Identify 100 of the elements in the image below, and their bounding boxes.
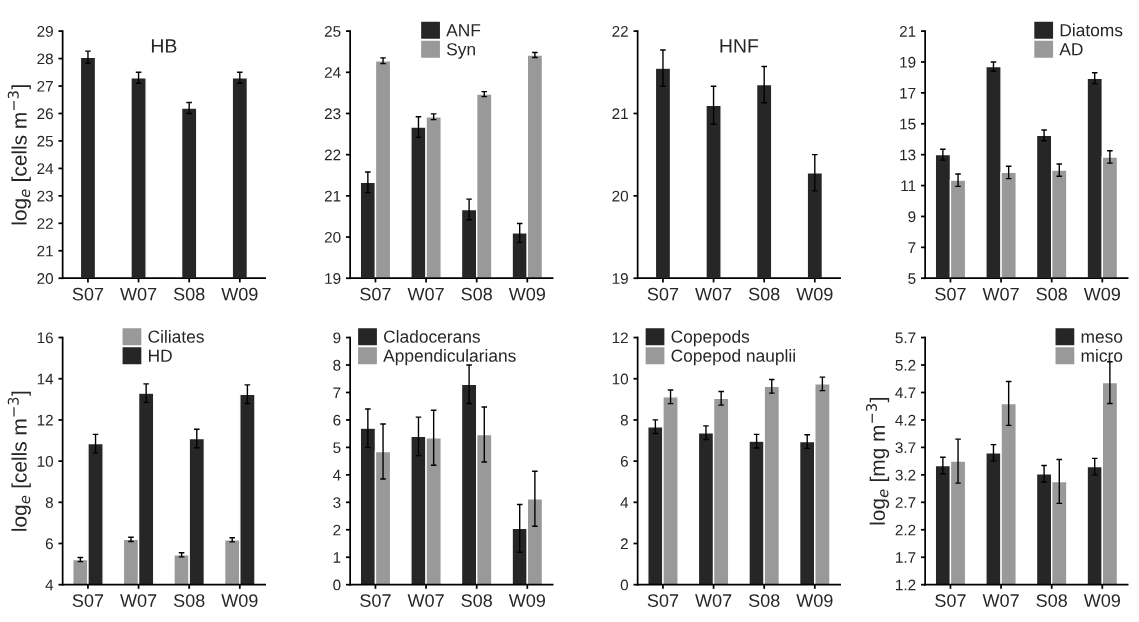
x-tick-label: W09 xyxy=(221,287,258,301)
y-tick-label: 21 xyxy=(324,190,341,202)
y-tick-label: 5.2 xyxy=(895,359,916,371)
y-tick-label: 2.2 xyxy=(895,524,916,536)
y-tick-label: 20 xyxy=(37,273,54,284)
y-tick-label: 0 xyxy=(620,579,629,591)
y-tick-label: 9 xyxy=(333,332,341,344)
y-tick-label: 7 xyxy=(333,387,341,398)
y-tick-label: 28 xyxy=(37,53,53,65)
y-tick-label: 17 xyxy=(900,87,916,99)
x-tick-label: W09 xyxy=(508,594,546,607)
x-tick-label: S07 xyxy=(935,287,966,301)
y-tick-label: 3 xyxy=(333,497,341,508)
x-tick-label: S08 xyxy=(1036,287,1067,301)
y-tick-label: 21 xyxy=(899,25,916,37)
y-tick-label: 7 xyxy=(908,242,916,253)
y-tick-label: 21 xyxy=(612,108,628,120)
y-tick-label: 27 xyxy=(37,80,53,92)
x-tick-label: W07 xyxy=(407,594,444,607)
y-tick-label: 11 xyxy=(901,180,916,192)
legend-label: AD xyxy=(1059,43,1083,56)
x-tick-label: W09 xyxy=(796,594,833,607)
y-tick-label: 22 xyxy=(324,149,341,161)
legend-label: micro xyxy=(1081,349,1123,362)
y-tick-label: 5 xyxy=(908,273,916,284)
y-tick-label: 25 xyxy=(324,25,341,37)
y-tick-label: 4.7 xyxy=(895,387,916,398)
y-tick-label: 1.7 xyxy=(896,552,916,563)
x-tick-label: S08 xyxy=(1036,594,1067,607)
x-tick-label: S07 xyxy=(647,287,679,301)
y-tick-label: 19 xyxy=(900,56,916,68)
y-tick-label: 1.2 xyxy=(896,579,916,591)
x-tick-label: S08 xyxy=(748,594,780,607)
y-tick-label: 20 xyxy=(612,190,629,202)
legend-label: meso xyxy=(1081,333,1123,343)
y-axis-title: log$_{e}$ [cells m$^{−3}$] xyxy=(7,85,31,225)
y-tick-label: 26 xyxy=(37,108,53,120)
y-tick-label: 10 xyxy=(37,455,54,467)
y-tick-label: 12 xyxy=(37,414,53,426)
x-tick-label: S07 xyxy=(935,594,966,607)
legend-label: Ciliates xyxy=(148,330,204,343)
legend-label: Appendicularians xyxy=(383,349,516,366)
x-tick-label: W07 xyxy=(982,594,1019,607)
y-tick-label: 29 xyxy=(37,25,53,37)
y-tick-label: 19 xyxy=(325,273,341,284)
x-tick-label: W07 xyxy=(120,287,157,301)
y-tick-label: 5.7 xyxy=(895,332,916,344)
y-tick-label: 16 xyxy=(37,332,53,344)
x-tick-label: S07 xyxy=(72,594,104,607)
y-tick-label: 9 xyxy=(908,211,916,223)
x-tick-label: W09 xyxy=(1083,594,1121,607)
y-tick-label: 2 xyxy=(333,524,341,536)
x-tick-label: W09 xyxy=(221,594,258,607)
legend-label: Diatoms xyxy=(1060,23,1123,37)
y-tick-label: 4 xyxy=(620,497,629,508)
legend-label: Copepods xyxy=(671,330,750,347)
y-tick-label: 0 xyxy=(333,579,341,591)
x-tick-label: W09 xyxy=(796,287,833,301)
x-tick-label: S07 xyxy=(360,594,391,607)
legend-label: Cladocerans xyxy=(384,330,480,343)
legend-label: Copepod nauplii xyxy=(671,349,795,366)
y-tick-label: 5 xyxy=(333,442,341,454)
x-tick-label: W09 xyxy=(1083,287,1121,301)
x-tick-label: W07 xyxy=(695,594,732,607)
y-tick-label: 19 xyxy=(612,273,628,284)
x-tick-label: S08 xyxy=(173,287,205,301)
y-tick-label: 23 xyxy=(37,190,53,202)
y-tick-label: 3.7 xyxy=(895,442,916,454)
y-tick-label: 25 xyxy=(37,135,53,147)
x-tick-label: W07 xyxy=(407,287,444,301)
x-tick-label: S08 xyxy=(748,287,780,301)
y-tick-label: 14 xyxy=(37,373,54,385)
x-tick-label: W07 xyxy=(120,594,157,607)
legend-label: ANF xyxy=(446,24,481,37)
y-tick-label: 12 xyxy=(612,332,628,344)
y-axis-title: log$_{e}$ [mg m$^{−3}$] xyxy=(865,398,890,525)
y-tick-label: 6 xyxy=(620,455,628,467)
y-tick-label: 22 xyxy=(37,218,53,229)
y-tick-label: 13 xyxy=(900,149,916,161)
chart-title: HB xyxy=(151,39,177,53)
x-tick-label: S08 xyxy=(461,594,492,607)
y-tick-label: 20 xyxy=(324,231,341,243)
y-tick-label: 8 xyxy=(45,497,53,508)
y-tick-label: 23 xyxy=(324,108,341,120)
x-tick-label: S08 xyxy=(461,287,492,301)
y-tick-label: 6 xyxy=(45,538,53,550)
y-tick-label: 1 xyxy=(333,552,341,563)
y-tick-label: 24 xyxy=(324,67,341,78)
y-tick-label: 2.7 xyxy=(895,497,916,508)
y-tick-label: 8 xyxy=(620,414,628,426)
x-tick-label: W07 xyxy=(695,287,732,301)
y-tick-label: 3.2 xyxy=(895,469,916,481)
y-tick-label: 2 xyxy=(620,538,628,550)
y-tick-label: 22 xyxy=(612,25,628,37)
legend-label: HD xyxy=(148,349,172,362)
x-tick-label: S07 xyxy=(72,287,104,301)
x-tick-label: W07 xyxy=(982,287,1019,301)
x-tick-label: W09 xyxy=(508,287,546,301)
y-tick-label: 10 xyxy=(612,373,629,385)
x-tick-label: S08 xyxy=(173,594,205,607)
